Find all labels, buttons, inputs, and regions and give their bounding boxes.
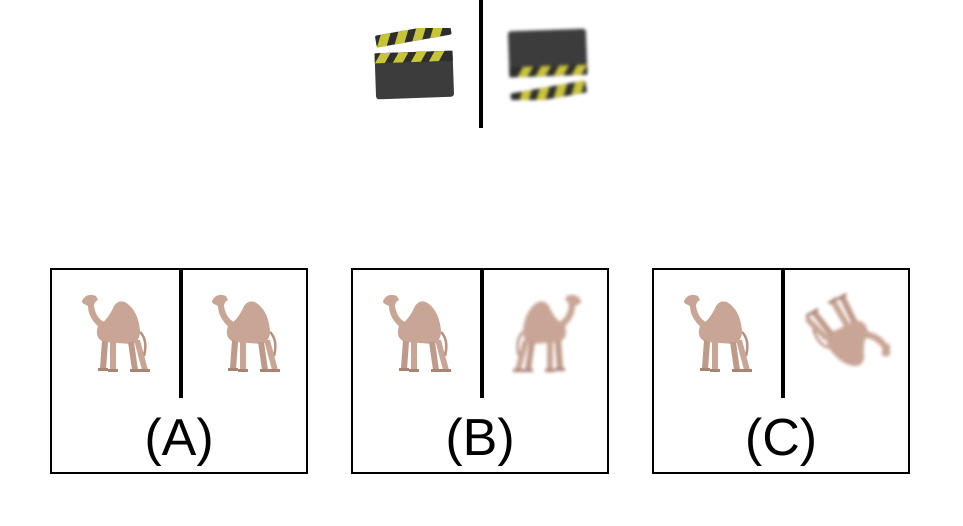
option-a-panel[interactable]: (A)	[50, 268, 308, 474]
camel-icon	[204, 290, 288, 380]
option-c-divider	[781, 270, 785, 398]
reference-divider	[479, 0, 483, 128]
option-a-label: (A)	[52, 408, 306, 468]
camel-icon	[505, 290, 589, 380]
option-a-divider	[179, 270, 183, 398]
option-b-panel[interactable]: (B)	[351, 268, 609, 474]
camel-icon	[806, 288, 890, 378]
camel-icon	[375, 290, 459, 380]
camel-icon	[676, 290, 760, 380]
clapperboard-icon	[372, 28, 458, 100]
option-b-label: (B)	[353, 408, 607, 468]
option-b-divider	[480, 270, 484, 398]
camel-icon	[74, 290, 158, 380]
option-c-label: (C)	[654, 408, 908, 468]
option-c-panel[interactable]: (C)	[652, 268, 910, 474]
clapperboard-icon	[504, 28, 590, 100]
